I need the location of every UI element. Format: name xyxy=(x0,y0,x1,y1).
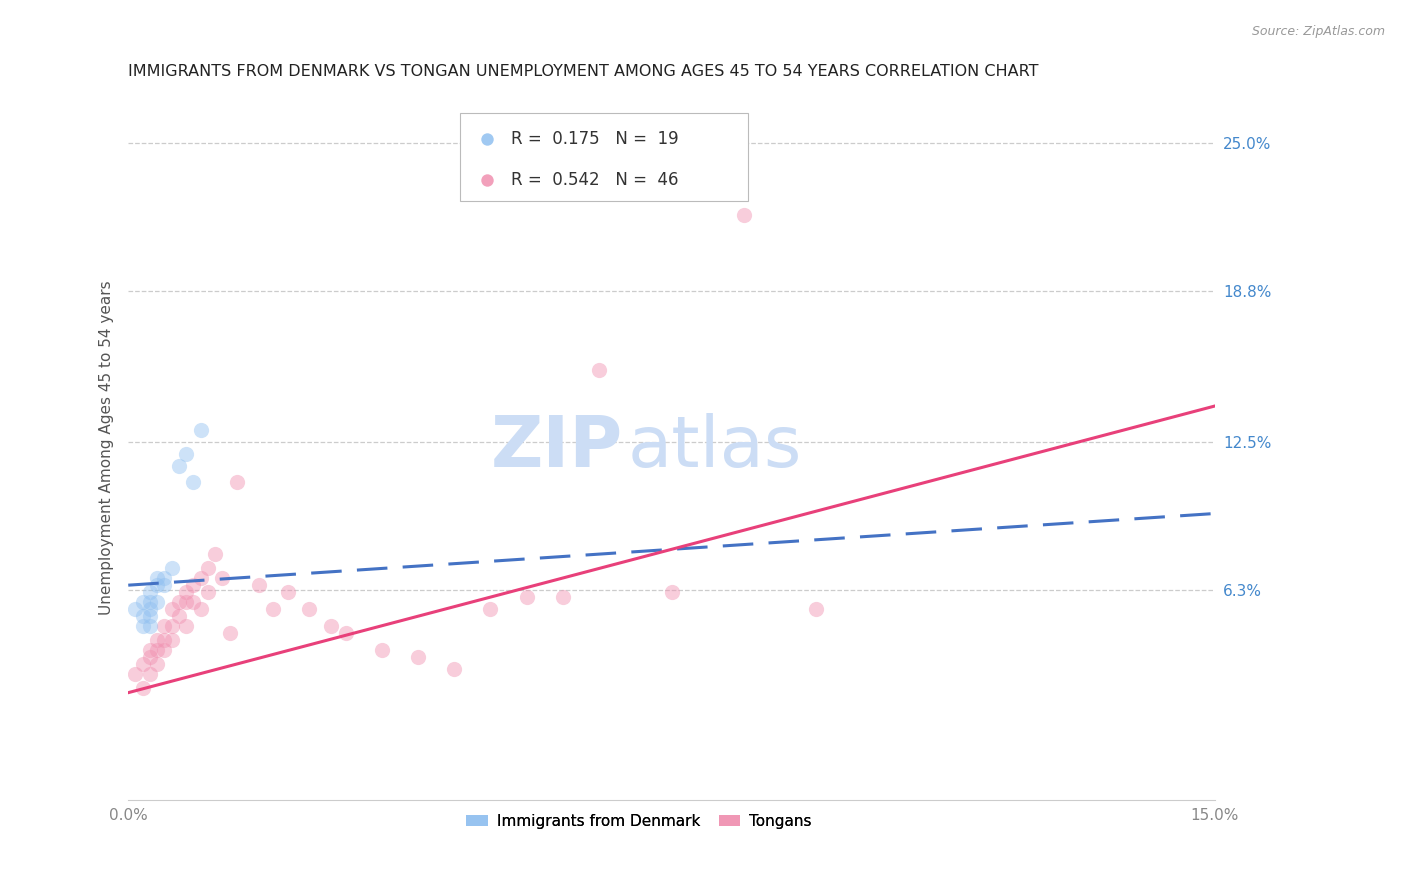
Point xyxy=(806,602,828,616)
Point xyxy=(132,619,155,633)
Text: ZIP: ZIP xyxy=(491,413,623,483)
Point xyxy=(277,585,299,599)
Point xyxy=(146,571,169,585)
Point xyxy=(153,642,176,657)
Point xyxy=(160,619,183,633)
Point xyxy=(160,633,183,648)
Point xyxy=(153,633,176,648)
Point xyxy=(298,602,321,616)
Point xyxy=(197,585,219,599)
Point xyxy=(124,666,146,681)
Y-axis label: Unemployment Among Ages 45 to 54 years: Unemployment Among Ages 45 to 54 years xyxy=(100,280,114,615)
Point xyxy=(319,619,342,633)
Point xyxy=(174,595,197,609)
Point xyxy=(733,208,755,222)
Point xyxy=(167,458,190,473)
Text: R =  0.175   N =  19: R = 0.175 N = 19 xyxy=(510,130,678,148)
Point xyxy=(183,578,205,592)
Point xyxy=(146,633,169,648)
Point xyxy=(174,585,197,599)
Point xyxy=(153,619,176,633)
Point xyxy=(183,475,205,490)
Point xyxy=(139,666,162,681)
Point xyxy=(153,578,176,592)
Point xyxy=(167,609,190,624)
Point xyxy=(167,595,190,609)
Point xyxy=(551,590,574,604)
Point xyxy=(146,642,169,657)
Point xyxy=(139,585,162,599)
Point xyxy=(197,561,219,575)
Point xyxy=(139,619,162,633)
Point xyxy=(160,561,183,575)
Point xyxy=(443,662,465,676)
Point xyxy=(139,649,162,664)
FancyBboxPatch shape xyxy=(460,113,748,202)
Point xyxy=(190,423,212,437)
Point xyxy=(139,595,162,609)
Point xyxy=(146,595,169,609)
Point xyxy=(335,626,357,640)
Text: IMMIGRANTS FROM DENMARK VS TONGAN UNEMPLOYMENT AMONG AGES 45 TO 54 YEARS CORRELA: IMMIGRANTS FROM DENMARK VS TONGAN UNEMPL… xyxy=(128,64,1039,79)
Point xyxy=(174,447,197,461)
Point xyxy=(132,595,155,609)
Point xyxy=(406,649,429,664)
Point xyxy=(190,602,212,616)
Point xyxy=(211,571,233,585)
Point xyxy=(146,578,169,592)
Point xyxy=(479,602,502,616)
Point xyxy=(174,619,197,633)
Point xyxy=(139,642,162,657)
Text: Source: ZipAtlas.com: Source: ZipAtlas.com xyxy=(1251,25,1385,38)
Point xyxy=(160,602,183,616)
Point xyxy=(262,602,284,616)
Point xyxy=(139,602,162,616)
Point xyxy=(132,657,155,671)
Point xyxy=(371,642,394,657)
Text: atlas: atlas xyxy=(628,413,803,483)
Point xyxy=(153,571,176,585)
Point xyxy=(183,595,205,609)
Point xyxy=(139,609,162,624)
Point xyxy=(225,475,247,490)
Point xyxy=(204,547,226,561)
Legend: Immigrants from Denmark, Tongans: Immigrants from Denmark, Tongans xyxy=(460,807,818,835)
Point xyxy=(146,657,169,671)
Point xyxy=(124,602,146,616)
Point xyxy=(247,578,270,592)
Point xyxy=(190,571,212,585)
Point xyxy=(588,363,610,377)
Point xyxy=(132,681,155,695)
Point xyxy=(132,609,155,624)
Text: R =  0.542   N =  46: R = 0.542 N = 46 xyxy=(510,171,678,189)
Point xyxy=(516,590,538,604)
Point xyxy=(218,626,240,640)
Point xyxy=(661,585,683,599)
